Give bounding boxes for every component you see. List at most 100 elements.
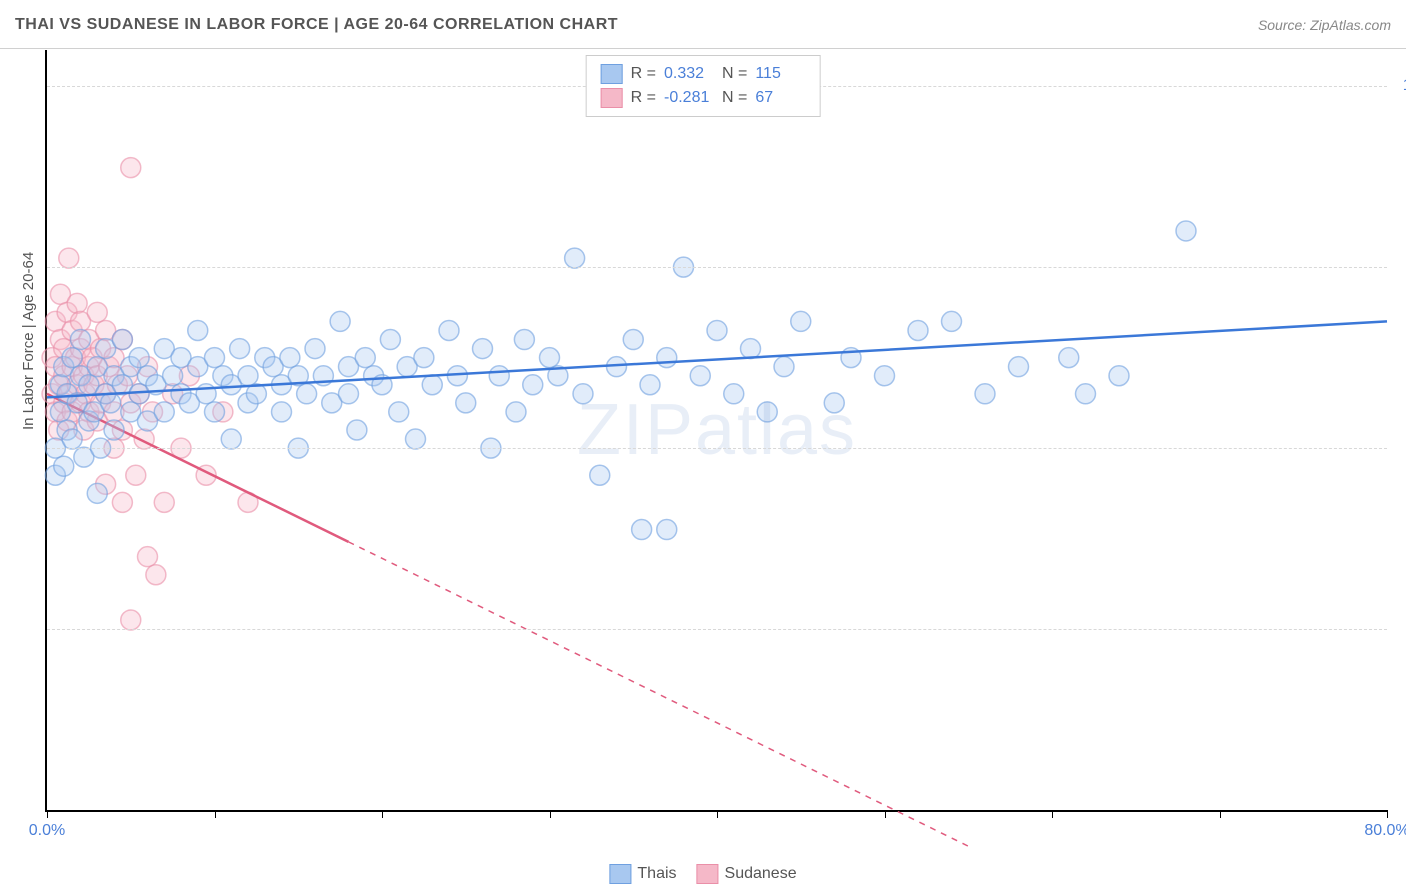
- x-tick: [550, 810, 551, 818]
- data-point: [305, 339, 325, 359]
- x-tick: [1387, 810, 1388, 818]
- data-point: [657, 520, 677, 540]
- stats-legend-box: R = 0.332 N = 115 R = -0.281 N = 67: [586, 55, 821, 117]
- x-tick: [47, 810, 48, 818]
- data-point: [540, 348, 560, 368]
- chart-title: THAI VS SUDANESE IN LABOR FORCE | AGE 20…: [15, 16, 618, 34]
- data-point: [112, 330, 132, 350]
- data-point: [514, 330, 534, 350]
- data-point: [389, 402, 409, 422]
- r-label: R =: [631, 89, 656, 107]
- data-point: [380, 330, 400, 350]
- data-point: [632, 520, 652, 540]
- source-attribution: Source: ZipAtlas.com: [1258, 17, 1391, 33]
- x-tick-label: 0.0%: [29, 822, 65, 840]
- data-point: [272, 402, 292, 422]
- y-axis-label: In Labor Force | Age 20-64: [20, 252, 37, 430]
- data-point: [724, 384, 744, 404]
- grid-line: [47, 448, 1387, 449]
- x-tick: [1220, 810, 1221, 818]
- chart-container: THAI VS SUDANESE IN LABOR FORCE | AGE 20…: [0, 0, 1406, 892]
- data-point: [657, 348, 677, 368]
- data-point: [824, 393, 844, 413]
- data-point: [138, 547, 158, 567]
- data-point: [791, 311, 811, 331]
- data-point: [439, 320, 459, 340]
- data-point: [1009, 357, 1029, 377]
- swatch-thais: [601, 64, 623, 84]
- data-point: [154, 402, 174, 422]
- data-point: [121, 158, 141, 178]
- scatter-svg: [47, 50, 1387, 810]
- data-point: [101, 393, 121, 413]
- legend-swatch-thais: [609, 864, 631, 884]
- data-point: [59, 248, 79, 268]
- data-point: [707, 320, 727, 340]
- data-point: [330, 311, 350, 331]
- data-point: [506, 402, 526, 422]
- data-point: [163, 366, 183, 386]
- data-point: [414, 348, 434, 368]
- x-tick: [1052, 810, 1053, 818]
- legend-label-sudanese: Sudanese: [725, 865, 797, 883]
- data-point: [422, 375, 442, 395]
- x-tick: [382, 810, 383, 818]
- data-point: [129, 348, 149, 368]
- data-point: [355, 348, 375, 368]
- data-point: [62, 348, 82, 368]
- data-point: [146, 565, 166, 585]
- data-point: [297, 384, 317, 404]
- stats-row-sudanese: R = -0.281 N = 67: [601, 86, 806, 110]
- data-point: [230, 339, 250, 359]
- data-point: [62, 429, 82, 449]
- n-label: N =: [722, 65, 747, 83]
- r-value-sudanese: -0.281: [664, 89, 714, 107]
- data-point: [205, 348, 225, 368]
- data-point: [690, 366, 710, 386]
- data-point: [489, 366, 509, 386]
- r-value-thais: 0.332: [664, 65, 714, 83]
- data-point: [875, 366, 895, 386]
- data-point: [87, 483, 107, 503]
- legend-label-thais: Thais: [637, 865, 676, 883]
- data-point: [473, 339, 493, 359]
- plot-area: ZIPatlas 70.0%80.0%90.0%100.0%0.0%80.0%: [45, 50, 1387, 812]
- data-point: [523, 375, 543, 395]
- x-tick: [215, 810, 216, 818]
- data-point: [154, 492, 174, 512]
- swatch-sudanese: [601, 88, 623, 108]
- data-point: [774, 357, 794, 377]
- data-point: [221, 429, 241, 449]
- legend-swatch-sudanese: [697, 864, 719, 884]
- data-point: [205, 402, 225, 422]
- legend-item-thais: Thais: [609, 864, 676, 884]
- data-point: [126, 465, 146, 485]
- data-point: [456, 393, 476, 413]
- data-point: [590, 465, 610, 485]
- data-point: [1109, 366, 1129, 386]
- data-point: [339, 384, 359, 404]
- header: THAI VS SUDANESE IN LABOR FORCE | AGE 20…: [0, 10, 1406, 49]
- legend-item-sudanese: Sudanese: [697, 864, 797, 884]
- n-value-thais: 115: [755, 65, 805, 83]
- data-point: [1059, 348, 1079, 368]
- n-value-sudanese: 67: [755, 89, 805, 107]
- data-point: [188, 320, 208, 340]
- data-point: [908, 320, 928, 340]
- legend-bottom: Thais Sudanese: [609, 864, 796, 884]
- grid-line: [47, 629, 1387, 630]
- n-label: N =: [722, 89, 747, 107]
- data-point: [87, 302, 107, 322]
- data-point: [67, 293, 87, 313]
- data-point: [623, 330, 643, 350]
- data-point: [71, 330, 91, 350]
- data-point: [757, 402, 777, 422]
- grid-line: [47, 267, 1387, 268]
- data-point: [121, 610, 141, 630]
- stats-row-thais: R = 0.332 N = 115: [601, 62, 806, 86]
- data-point: [406, 429, 426, 449]
- x-tick-label: 80.0%: [1364, 822, 1406, 840]
- data-point: [975, 384, 995, 404]
- r-label: R =: [631, 65, 656, 83]
- data-point: [1076, 384, 1096, 404]
